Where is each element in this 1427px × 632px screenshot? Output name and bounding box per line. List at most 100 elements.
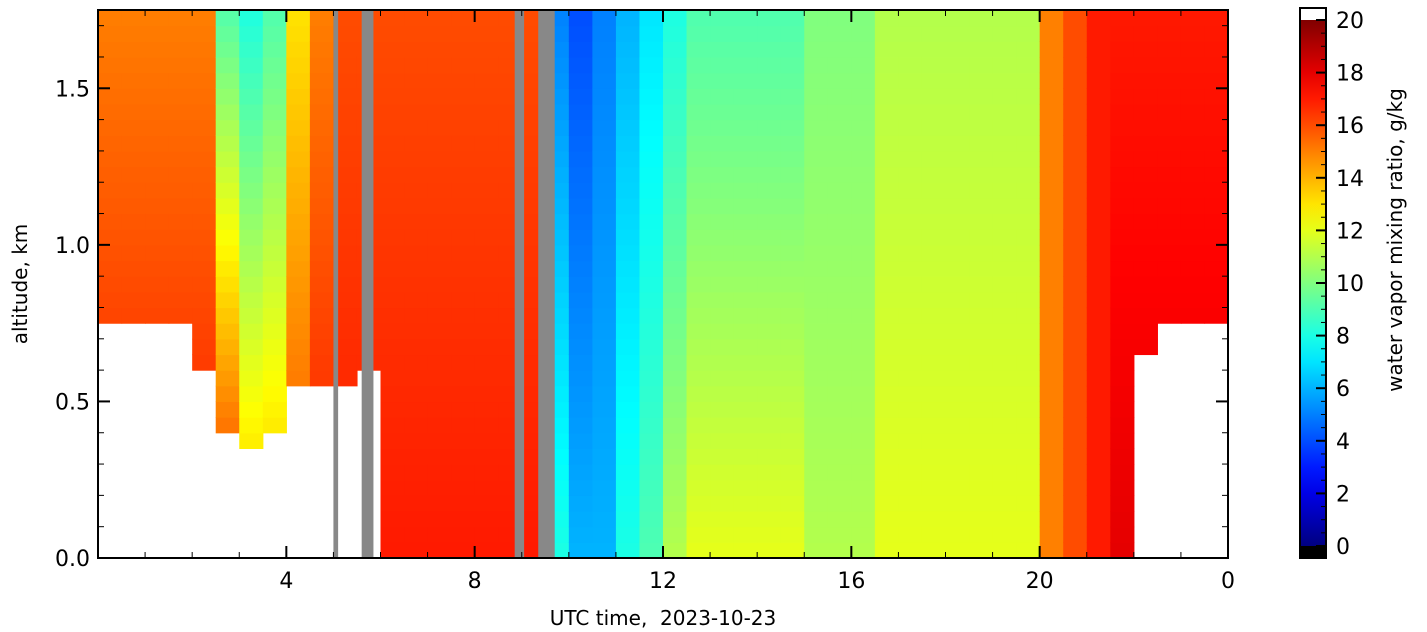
heatmap-cell xyxy=(1086,385,1111,403)
heatmap-cell xyxy=(992,166,1017,183)
heatmap-cell xyxy=(663,229,688,246)
heatmap-cell xyxy=(639,56,664,74)
heatmap-cell xyxy=(710,526,735,543)
heatmap-cell xyxy=(710,135,735,152)
heatmap-cell xyxy=(1086,119,1111,136)
heatmap-cell xyxy=(215,150,240,168)
heatmap-cell xyxy=(1086,88,1111,105)
heatmap-cell xyxy=(804,135,829,152)
heatmap-cell xyxy=(663,213,688,230)
heatmap-cell xyxy=(686,25,711,42)
heatmap-cell xyxy=(380,479,405,496)
heatmap-cell xyxy=(451,56,476,74)
heatmap-cell xyxy=(1157,135,1182,152)
heatmap-cell xyxy=(921,291,947,309)
heatmap-cell xyxy=(215,25,240,42)
heatmap-cell xyxy=(1039,448,1064,465)
heatmap-cell xyxy=(1133,41,1158,58)
heatmap-cell xyxy=(733,10,758,27)
heatmap-cell xyxy=(851,119,876,136)
heatmap-cell xyxy=(1086,10,1111,27)
heatmap-cell xyxy=(757,526,782,543)
heatmap-cell xyxy=(686,103,711,121)
heatmap-cell xyxy=(568,135,593,152)
heatmap-cell xyxy=(427,276,452,293)
heatmap-cell xyxy=(804,526,829,543)
heatmap-cell xyxy=(992,291,1017,309)
heatmap-cell xyxy=(380,197,405,215)
heatmap-cell xyxy=(757,385,782,403)
heatmap-cell xyxy=(1204,72,1228,89)
heatmap-cell xyxy=(780,166,805,183)
heatmap-cell xyxy=(1086,354,1111,371)
heatmap-cell xyxy=(1086,276,1111,293)
heatmap-cell xyxy=(168,72,193,89)
heatmap-cell xyxy=(1157,276,1182,293)
heatmap-cell xyxy=(945,213,970,230)
heatmap-cell xyxy=(733,88,758,105)
heatmap-cell xyxy=(827,244,852,262)
heatmap-cell xyxy=(615,197,641,215)
no-data-band xyxy=(361,10,374,558)
heatmap-cell xyxy=(757,41,782,58)
heatmap-cell xyxy=(286,25,311,42)
heatmap-cell xyxy=(733,197,758,215)
heatmap-cell xyxy=(121,260,146,277)
heatmap-cell xyxy=(710,432,735,449)
heatmap-cell xyxy=(309,213,335,230)
heatmap-cell xyxy=(1157,119,1182,136)
heatmap-cell xyxy=(827,213,852,230)
heatmap-cell xyxy=(1039,244,1064,262)
heatmap-cell xyxy=(1157,260,1182,277)
heatmap-cell xyxy=(121,135,146,152)
heatmap-cell xyxy=(969,354,994,371)
heatmap-cell xyxy=(427,135,452,152)
heatmap-cell xyxy=(710,213,735,230)
x-axis-label: UTC time, 2023-10-23 xyxy=(550,606,777,630)
heatmap-cell xyxy=(333,56,358,74)
heatmap-cell xyxy=(1086,244,1111,262)
heatmap-cell xyxy=(851,448,876,465)
heatmap-cell xyxy=(898,103,923,121)
heatmap-cell xyxy=(615,354,641,371)
heatmap-cell xyxy=(945,103,970,121)
colorbar-tick-label: 14 xyxy=(1336,167,1364,192)
heatmap-cell xyxy=(1063,119,1088,136)
heatmap-cell xyxy=(804,479,829,496)
colorbar: 0 2 4 6 8 10 12 14 16 18 20 xyxy=(1299,7,1364,560)
heatmap-cell xyxy=(1016,385,1041,403)
heatmap-cell xyxy=(1086,479,1111,496)
heatmap-cell xyxy=(969,417,994,434)
x-tick-label: 20 xyxy=(1026,569,1054,594)
heatmap-cell xyxy=(286,229,311,246)
heatmap-cell xyxy=(639,511,664,528)
heatmap-cell xyxy=(851,542,876,558)
heatmap-cell xyxy=(686,213,711,230)
heatmap-cell xyxy=(145,25,170,42)
heatmap-cell xyxy=(804,119,829,136)
heatmap-cell xyxy=(380,401,405,418)
heatmap-cell xyxy=(1110,401,1135,418)
heatmap-cell xyxy=(239,229,264,246)
heatmap-cell xyxy=(780,182,805,199)
heatmap-cell xyxy=(1110,182,1135,199)
heatmap-cell xyxy=(380,135,405,152)
heatmap-cell xyxy=(121,166,146,183)
heatmap-cell xyxy=(639,479,664,496)
heatmap-cell xyxy=(1039,542,1064,558)
heatmap-cell xyxy=(98,276,123,293)
heatmap-cell xyxy=(663,401,688,418)
heatmap-cell xyxy=(98,229,123,246)
heatmap-cell xyxy=(639,276,664,293)
heatmap-cell xyxy=(568,10,593,27)
heatmap-cell xyxy=(168,103,193,121)
heatmap-cell xyxy=(827,150,852,168)
heatmap-cell xyxy=(568,260,593,277)
heatmap-cell xyxy=(1086,448,1111,465)
heatmap-cell xyxy=(733,166,758,183)
heatmap-cell xyxy=(1039,401,1064,418)
heatmap-cell xyxy=(427,370,452,387)
heatmap-cell xyxy=(780,338,805,356)
heatmap-cell xyxy=(804,182,829,199)
heatmap-cell xyxy=(192,56,217,74)
